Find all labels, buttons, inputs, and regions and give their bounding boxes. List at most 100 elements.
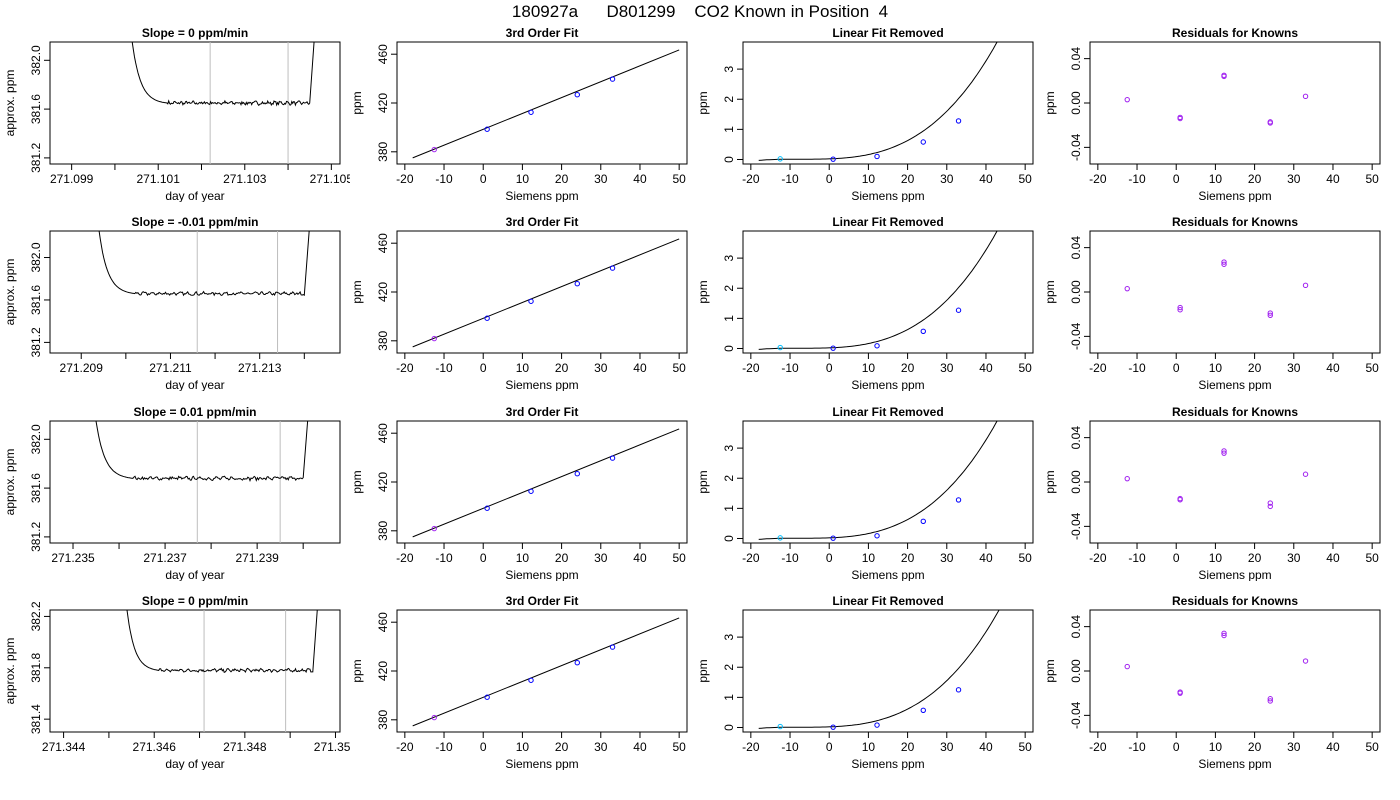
data-point bbox=[1302, 471, 1309, 477]
x-tick-label: 20 bbox=[901, 740, 915, 754]
x-tick-label: -10 bbox=[1128, 740, 1146, 754]
data-point bbox=[484, 505, 490, 511]
x-tick-label: -20 bbox=[742, 361, 760, 375]
y-tick-label: 460 bbox=[376, 423, 390, 443]
x-tick-label: 0 bbox=[826, 740, 833, 754]
data-point bbox=[777, 535, 783, 541]
x-tick-label: 0 bbox=[826, 361, 833, 375]
plot-frame bbox=[49, 420, 341, 544]
plot-frame bbox=[49, 230, 341, 354]
plot-frame bbox=[396, 41, 688, 165]
x-tick-label: 0 bbox=[1173, 740, 1180, 754]
series-group bbox=[758, 421, 998, 541]
x-axis-label: Siemens ppm bbox=[505, 568, 578, 581]
x-axis-label: Siemens ppm bbox=[1198, 189, 1271, 202]
series-group bbox=[758, 231, 998, 351]
x-tick-label: 10 bbox=[516, 551, 530, 565]
x-tick-label: 20 bbox=[1248, 361, 1262, 375]
panel-title: Linear Fit Removed bbox=[832, 215, 943, 229]
y-tick-label: 3 bbox=[722, 633, 736, 640]
series-group bbox=[126, 610, 318, 732]
x-tick-label: 271.101 bbox=[137, 172, 181, 186]
x-tick-label: 40 bbox=[979, 172, 993, 186]
y-tick-label: 0 bbox=[722, 345, 736, 352]
data-point bbox=[955, 497, 962, 503]
y-tick-label: 460 bbox=[376, 233, 390, 253]
x-tick-label: 50 bbox=[1018, 361, 1032, 375]
y-axis-label: ppm bbox=[696, 470, 710, 493]
fit-line bbox=[412, 617, 680, 727]
plot-frame bbox=[742, 420, 1034, 544]
y-tick-label: 420 bbox=[376, 661, 390, 681]
x-tick-label: 10 bbox=[862, 551, 876, 565]
data-point bbox=[1267, 698, 1273, 704]
x-tick-label: 271.346 bbox=[133, 740, 177, 754]
y-tick-label: 0 bbox=[722, 724, 736, 731]
x-tick-label: 271.209 bbox=[60, 361, 104, 375]
series-group bbox=[1124, 72, 1309, 126]
data-point bbox=[1177, 497, 1183, 503]
panel-r3-c4: Residuals for Knowns -20 -10 0 10 20 30 40 50 -0.… bbox=[1040, 391, 1390, 581]
panel-title: Residuals for Knowns bbox=[1172, 594, 1298, 608]
y-tick-label: 3 bbox=[722, 444, 736, 451]
x-tick-label: -20 bbox=[396, 551, 414, 565]
data-point bbox=[1267, 503, 1273, 510]
x-axis-label: day of year bbox=[165, 378, 224, 391]
fit-line bbox=[412, 238, 680, 348]
plot-frame bbox=[1089, 609, 1381, 733]
x-tick-label: 271.235 bbox=[51, 551, 95, 565]
x-tick-label: 50 bbox=[1018, 551, 1032, 565]
series-group bbox=[98, 231, 310, 353]
y-tick-label: 0 bbox=[722, 535, 736, 542]
panel-title: Linear Fit Removed bbox=[832, 405, 943, 419]
y-tick-label: 1 bbox=[722, 315, 736, 322]
x-tick-label: 20 bbox=[555, 361, 569, 375]
y-tick-label: 3 bbox=[722, 254, 736, 261]
panel-title: Linear Fit Removed bbox=[832, 26, 943, 40]
x-axis-label: Siemens ppm bbox=[851, 378, 924, 391]
x-tick-label: 271.099 bbox=[50, 172, 94, 186]
x-tick-label: 10 bbox=[862, 361, 876, 375]
x-tick-label: 20 bbox=[901, 551, 915, 565]
x-tick-label: 50 bbox=[1365, 172, 1379, 186]
x-tick-label: -10 bbox=[781, 740, 799, 754]
x-tick-label: 20 bbox=[901, 172, 915, 186]
panel-title: Residuals for Knowns bbox=[1172, 26, 1298, 40]
y-tick-label: 381.2 bbox=[29, 327, 43, 357]
data-point bbox=[830, 724, 836, 730]
x-tick-label: 271.350 bbox=[314, 740, 350, 754]
data-point bbox=[955, 307, 962, 313]
data-point bbox=[777, 723, 783, 730]
panel-svg: Residuals for Knowns -20 -10 0 10 20 30 40 50 -0.… bbox=[1043, 405, 1381, 581]
y-tick-label: 420 bbox=[376, 282, 390, 302]
x-tick-label: -10 bbox=[1128, 361, 1146, 375]
panel-title: 3rd Order Fit bbox=[506, 26, 579, 40]
x-tick-label: 20 bbox=[555, 172, 569, 186]
panel-r2-c3: Linear Fit Removed -20 -10 0 10 20 30 40 50 0 1 2 3 S… bbox=[693, 201, 1043, 391]
data-point bbox=[609, 455, 616, 461]
series-group bbox=[412, 428, 680, 538]
panel-svg: Residuals for Knowns -20 -10 0 10 20 30 40 50 -0.… bbox=[1043, 594, 1381, 770]
series-group bbox=[1124, 630, 1309, 704]
y-tick-label: 420 bbox=[376, 472, 390, 492]
series-group bbox=[131, 42, 315, 164]
y-tick-label: 380 bbox=[376, 520, 390, 540]
x-tick-label: -20 bbox=[1089, 551, 1107, 565]
data-point bbox=[830, 156, 836, 162]
x-tick-label: 40 bbox=[1326, 361, 1340, 375]
data-point bbox=[1221, 259, 1227, 265]
data-point bbox=[1267, 312, 1273, 318]
x-tick-label: 40 bbox=[1326, 551, 1340, 565]
x-tick-label: 0 bbox=[826, 551, 833, 565]
x-tick-label: 40 bbox=[979, 740, 993, 754]
x-tick-label: -10 bbox=[435, 740, 453, 754]
x-tick-label: -20 bbox=[742, 172, 760, 186]
y-axis-label: ppm bbox=[1043, 470, 1057, 493]
data-point bbox=[431, 525, 437, 532]
panel-r1-c4: Residuals for Knowns -20 -10 0 10 20 30 40 50 -0.… bbox=[1040, 12, 1390, 202]
cubic-curve bbox=[758, 231, 998, 350]
data-point bbox=[1221, 632, 1227, 639]
data-point bbox=[609, 265, 616, 271]
plot-frame bbox=[1089, 230, 1381, 354]
